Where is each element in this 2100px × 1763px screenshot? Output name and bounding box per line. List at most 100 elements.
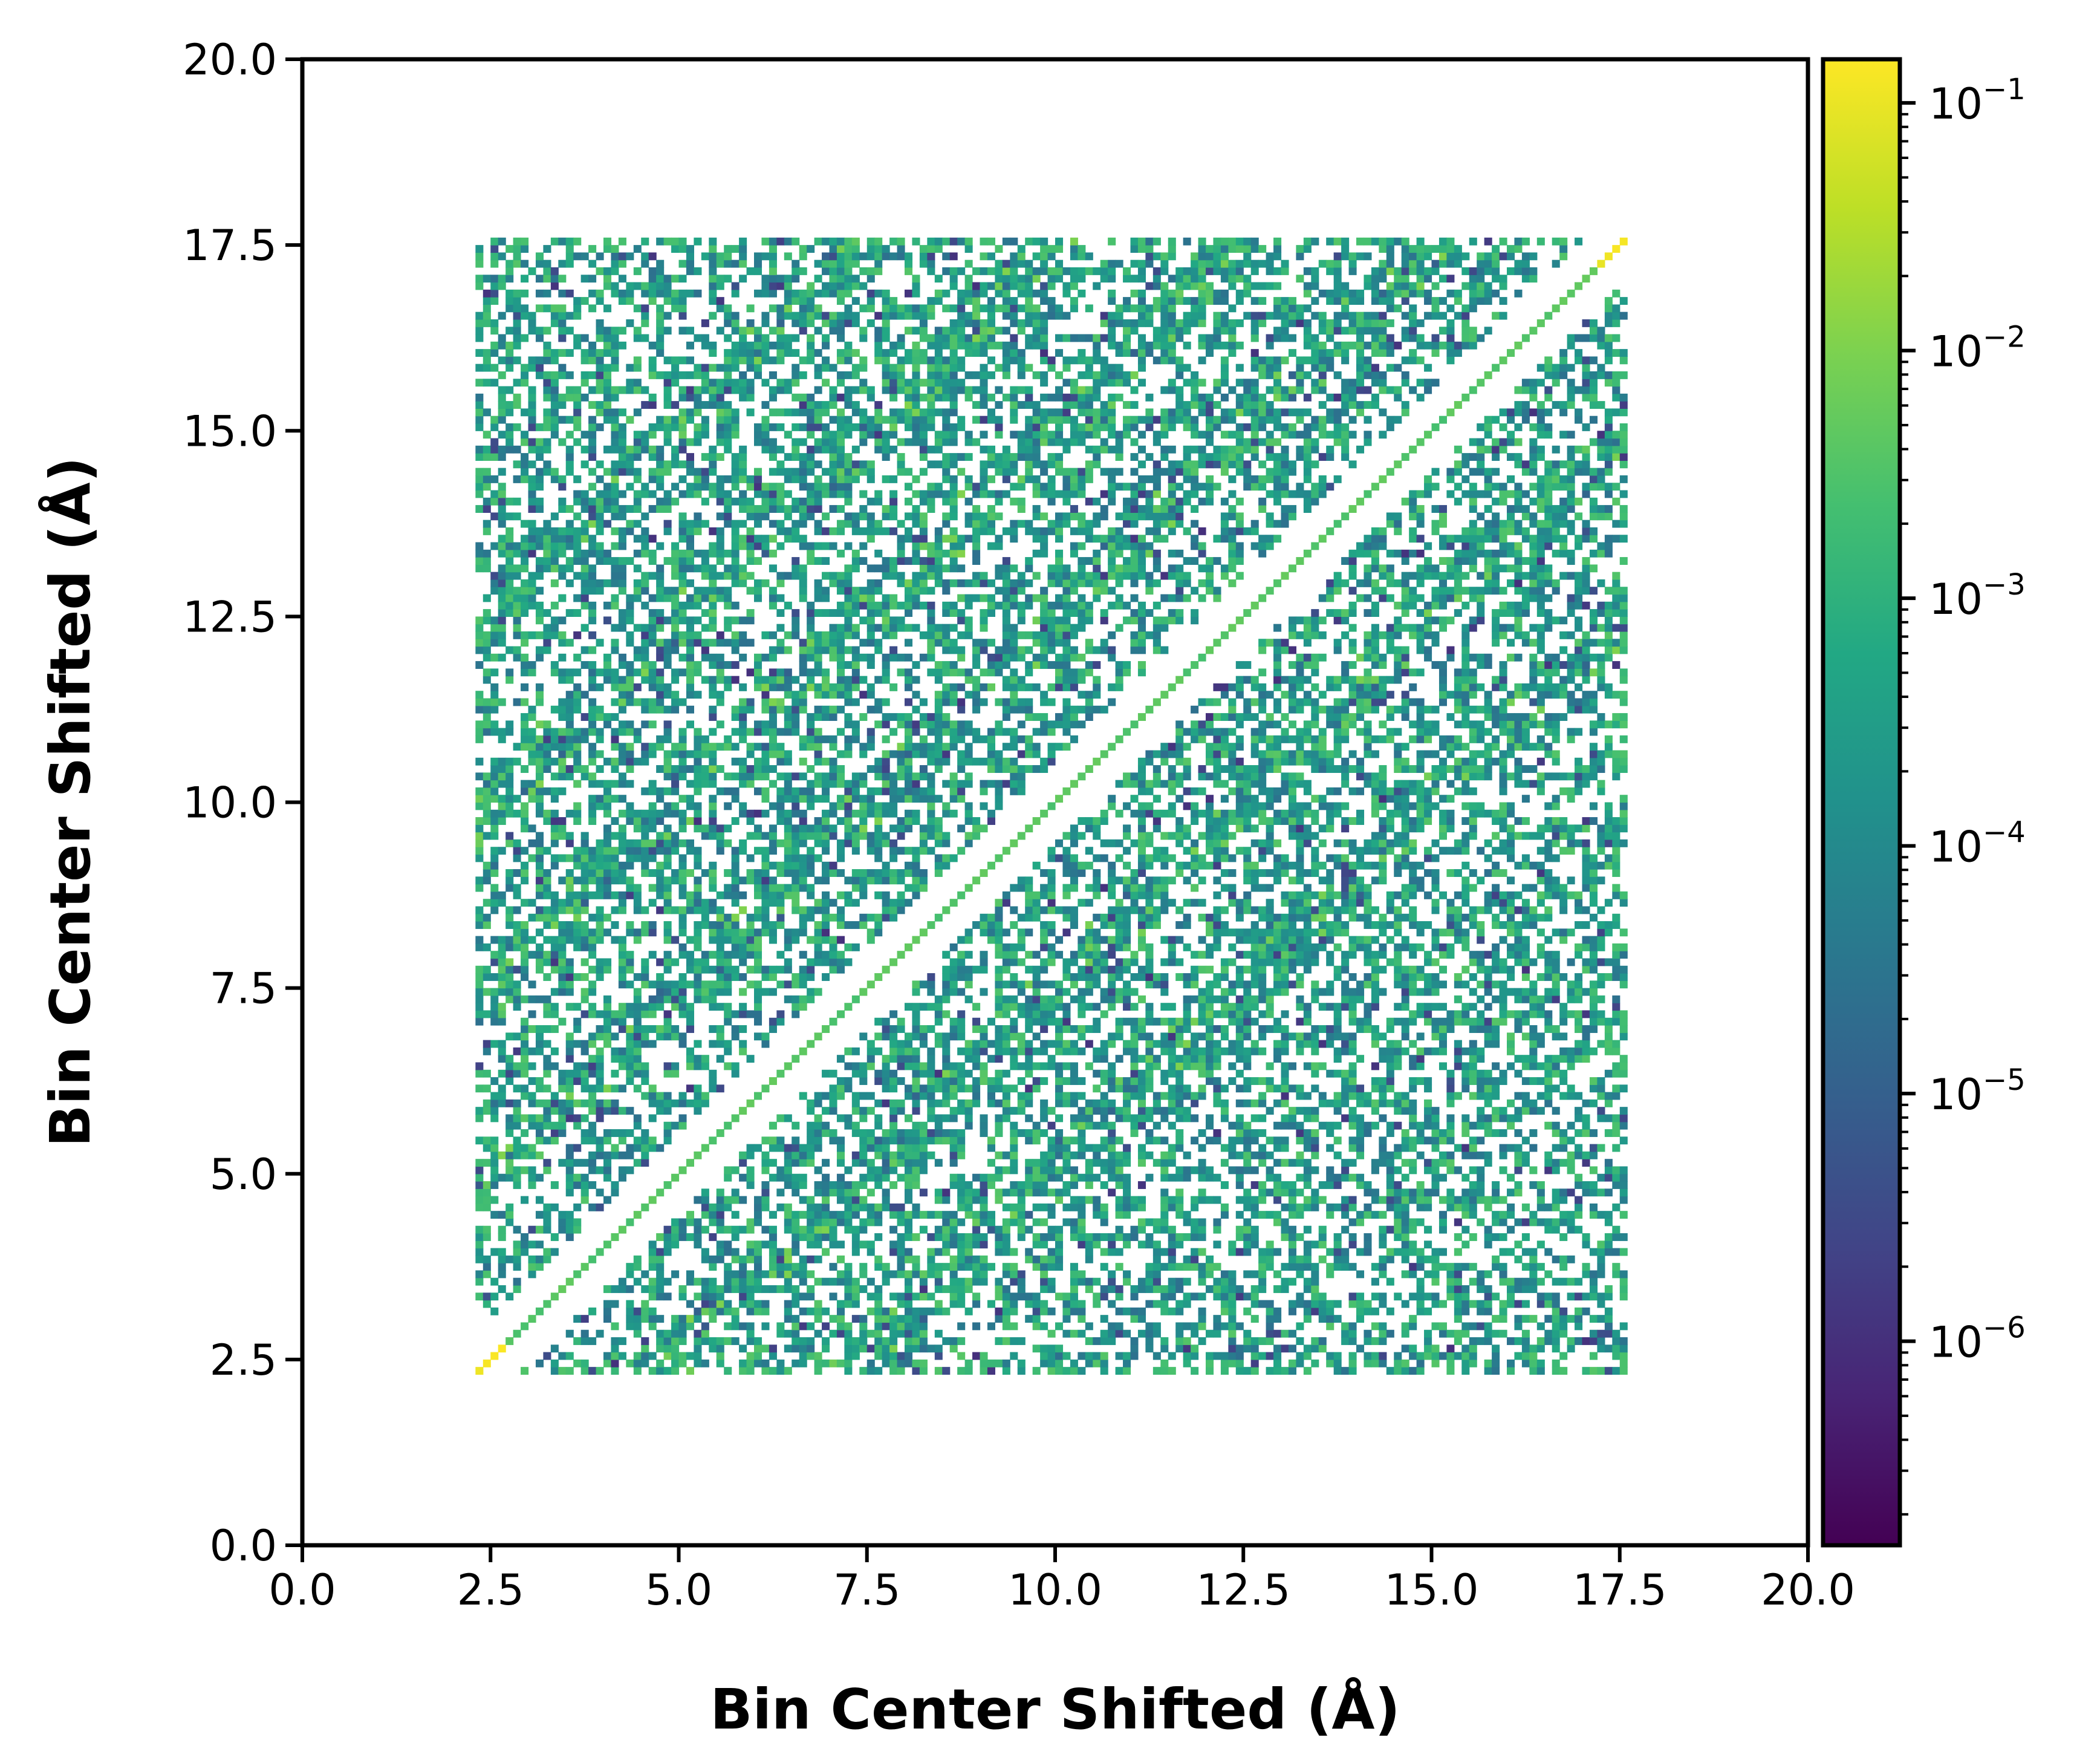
heatmap-cell: [769, 928, 777, 937]
heatmap-cell: [596, 847, 604, 855]
heatmap-cell: [739, 631, 747, 639]
heatmap-cell: [807, 393, 815, 402]
heatmap-cell: [641, 386, 649, 394]
heatmap-cell: [678, 817, 687, 825]
heatmap-cell: [686, 289, 694, 298]
heatmap-cell: [521, 802, 529, 810]
heatmap-cell: [641, 304, 649, 313]
heatmap-cell: [671, 356, 680, 365]
heatmap-cell: [573, 334, 582, 342]
heatmap-cell: [694, 1196, 702, 1204]
heatmap-cell: [543, 549, 551, 558]
heatmap-cell: [829, 542, 837, 550]
heatmap-cell: [611, 245, 619, 253]
heatmap-cell: [889, 497, 898, 506]
heatmap-cell: [769, 876, 777, 885]
heatmap-cell: [633, 379, 642, 387]
heatmap-cell: [776, 356, 785, 365]
heatmap-cell: [573, 936, 582, 944]
heatmap-cell: [678, 698, 687, 706]
heatmap-cell: [490, 861, 499, 870]
heatmap-cell: [836, 906, 845, 914]
heatmap-cell: [475, 259, 484, 268]
heatmap-cell: [889, 475, 898, 483]
heatmap-cell: [814, 475, 822, 483]
heatmap-cell: [483, 408, 491, 417]
heatmap-cell: [543, 639, 551, 647]
heatmap-cell: [505, 564, 514, 573]
heatmap-cell: [521, 438, 529, 446]
heatmap-cell: [905, 408, 913, 417]
heatmap-cell: [550, 379, 559, 387]
heatmap-cell: [686, 259, 694, 268]
heatmap-cell: [618, 423, 626, 431]
heatmap-cell: [792, 705, 800, 714]
heatmap-cell: [505, 1218, 514, 1227]
heatmap-cell: [475, 817, 484, 825]
heatmap-cell: [784, 379, 792, 387]
heatmap-cell: [521, 668, 529, 677]
heatmap-cell: [603, 928, 612, 937]
heatmap-cell: [558, 906, 567, 914]
heatmap-cell: [731, 282, 740, 290]
heatmap-cell: [799, 787, 807, 795]
heatmap-cell: [535, 928, 544, 937]
heatmap-cell: [859, 408, 868, 417]
heatmap-cell: [754, 483, 762, 491]
heatmap-cell: [769, 1367, 777, 1375]
heatmap-cell: [656, 787, 665, 795]
heatmap-cell: [686, 1233, 694, 1241]
heatmap-cell: [754, 1300, 762, 1308]
heatmap-cell: [490, 341, 499, 350]
heatmap-cell: [829, 579, 837, 587]
heatmap-cell: [889, 1121, 898, 1130]
heatmap-cell: [588, 676, 597, 684]
heatmap-cell: [761, 676, 770, 684]
heatmap-cell: [498, 386, 506, 394]
heatmap-cell: [671, 1069, 680, 1078]
heatmap-cell: [844, 1062, 853, 1071]
heatmap-cell: [611, 728, 619, 736]
heatmap-cell: [731, 713, 740, 721]
heatmap-cell: [866, 245, 875, 253]
heatmap-cell: [558, 668, 567, 677]
heatmap-cell: [558, 973, 567, 981]
heatmap-cell: [580, 334, 589, 342]
heatmap-cell: [490, 1144, 499, 1152]
heatmap-cell: [792, 1136, 800, 1145]
heatmap-cell: [897, 549, 905, 558]
heatmap-cell: [836, 705, 845, 714]
heatmap-cell: [573, 1099, 582, 1107]
heatmap-cell: [686, 1300, 694, 1308]
heatmap-cell: [731, 817, 740, 825]
heatmap-cell: [905, 809, 913, 818]
heatmap-cell: [475, 646, 484, 654]
heatmap-cell: [648, 1136, 657, 1145]
heatmap-cell: [859, 282, 868, 290]
heatmap-cell: [807, 973, 815, 981]
heatmap-cell: [521, 594, 529, 602]
heatmap-cell: [709, 572, 717, 580]
heatmap-cell: [671, 1329, 680, 1338]
heatmap-cell: [618, 505, 626, 513]
heatmap-cell: [927, 1270, 935, 1279]
heatmap-cell: [618, 943, 626, 951]
heatmap-cell: [521, 936, 529, 944]
heatmap-cell: [611, 363, 619, 372]
heatmap-cell: [829, 691, 837, 699]
heatmap-cell: [784, 512, 792, 521]
heatmap-cell: [475, 943, 484, 951]
heatmap-cell: [784, 683, 792, 691]
heatmap-cell: [505, 1292, 514, 1301]
heatmap-cell: [716, 988, 724, 996]
heatmap-cell: [588, 453, 597, 461]
heatmap-cell: [641, 601, 649, 610]
heatmap-cell: [678, 928, 687, 937]
heatmap-cell: [792, 334, 800, 342]
heatmap-cell: [792, 564, 800, 573]
heatmap-cell: [784, 787, 792, 795]
heatmap-cell: [550, 958, 559, 966]
heatmap-cell: [874, 267, 883, 275]
heatmap-cell: [897, 601, 905, 610]
heatmap-cell: [859, 817, 868, 825]
